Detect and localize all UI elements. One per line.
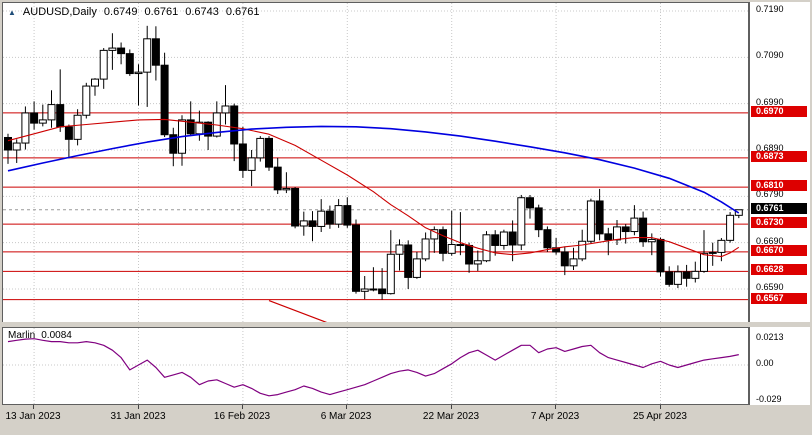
ohlc-low: 0.6743: [185, 6, 219, 18]
ohlc-open: 0.6749: [103, 6, 138, 18]
price-axis-tick: 0.6790: [756, 189, 784, 199]
time-axis-tick: [451, 405, 452, 409]
time-axis-tick: [33, 405, 34, 409]
indicator-axis-tick: -0.029: [756, 394, 782, 404]
time-axis-label: 6 Mar 2023: [320, 411, 372, 422]
time-axis-label: 25 Apr 2023: [633, 411, 687, 422]
symbol-label: AUDUSD,Daily: [22, 6, 97, 18]
price-axis-tick: 0.6990: [756, 97, 784, 107]
indicator-axis-tick: 0.00: [756, 358, 774, 368]
indicator-axis-tick: 0.0213: [756, 332, 784, 342]
marlin-indicator-canvas[interactable]: [3, 328, 748, 404]
panel-splitter[interactable]: [0, 322, 812, 327]
price-level-badge: 0.6810: [751, 180, 807, 191]
indicator-header: Marlin 0.0084: [8, 330, 72, 341]
marlin-line: [7, 338, 739, 397]
ohlc-close: 0.6761: [225, 6, 260, 18]
price-axis-tick: 0.7090: [756, 50, 784, 60]
price-axis-tick: 0.6690: [756, 236, 784, 246]
indicator-grid: [33, 328, 661, 404]
marlin-indicator-panel[interactable]: Marlin 0.0084: [2, 327, 749, 405]
price-level-badge: 0.6670: [751, 245, 807, 256]
symbol-icon: ▲: [8, 7, 16, 17]
price-level-badge: 0.6567: [751, 293, 807, 304]
time-axis-tick: [138, 405, 139, 409]
ma-fast-red-line: [7, 118, 740, 258]
price-axis-tick: 0.7190: [756, 4, 784, 14]
price-level-badge: 0.6970: [751, 106, 807, 117]
chart-header: ▲ AUDUSD,Daily 0.6749 0.6761 0.6743 0.67…: [8, 6, 260, 18]
support-resistance-lines: [3, 112, 748, 301]
time-axis-label: 22 Mar 2023: [422, 411, 480, 422]
price-axis-tick: 0.6590: [756, 282, 784, 292]
time-axis[interactable]: 13 Jan 2023 31 Jan 2023 16 Feb 2023 6 Mar 2…: [0, 405, 812, 435]
price-chart-panel[interactable]: ▲ AUDUSD,Daily 0.6749 0.6761 0.6743 0.67…: [2, 2, 749, 323]
price-level-badge: 0.6873: [751, 151, 807, 162]
time-axis-label: 31 Jan 2023: [110, 411, 166, 422]
price-axis-tick: 0.6890: [756, 143, 784, 153]
price-chart-canvas[interactable]: [3, 3, 748, 322]
indicator-name: Marlin: [8, 330, 36, 341]
trendline: [268, 300, 328, 322]
price-level-badge: 0.6628: [751, 264, 807, 275]
indicator-value: 0.0084: [41, 330, 72, 341]
price-axis[interactable]: 0.7190 0.7090 0.6990 0.6890 0.6790 0.6690 0.65…: [749, 2, 810, 405]
candles: [4, 25, 743, 300]
ma-slow-blue-line: [7, 125, 740, 214]
time-axis-tick: [660, 405, 661, 409]
time-axis-label: 16 Feb 2023: [213, 411, 271, 422]
time-axis-tick: [346, 405, 347, 409]
time-axis-tick: [555, 405, 556, 409]
time-axis-label: 13 Jan 2023: [5, 411, 61, 422]
time-axis-tick: [242, 405, 243, 409]
current-price-badge: 0.6761: [751, 203, 807, 214]
ohlc-high: 0.6761: [144, 6, 179, 18]
price-level-badge: 0.6730: [751, 217, 807, 228]
time-axis-label: 7 Apr 2023: [530, 411, 580, 422]
